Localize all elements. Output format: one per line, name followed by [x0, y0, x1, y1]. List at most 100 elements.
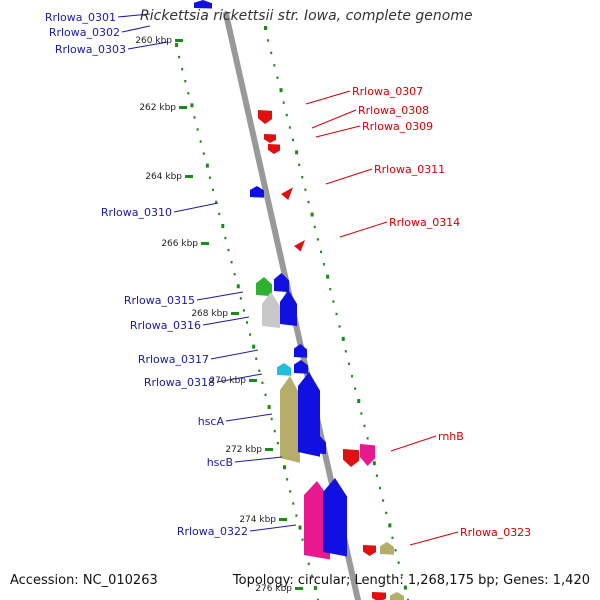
outer-ring-dots — [316, 238, 319, 241]
outer-ring-dots — [397, 561, 400, 564]
inner-ring-dots — [175, 43, 178, 47]
inner-ring-dots — [270, 417, 273, 421]
leader-line-rrlowa-0318 — [216, 373, 263, 383]
outer-ring-dots — [307, 200, 310, 204]
ruler-label-268: 268 kbp — [191, 309, 228, 319]
inner-ring-dots — [193, 116, 196, 119]
inner-ring-dots — [196, 128, 199, 131]
ruler-label-276: 276 kbp — [255, 584, 292, 594]
ruler-tick-274 — [279, 518, 287, 521]
gene-shape-rrlowa-0315b — [274, 273, 289, 293]
inner-ring-dots — [233, 273, 236, 276]
gene-label-rrlowa-0315: Rrlowa_0315 — [124, 294, 195, 307]
gene-shape-rnhb-partner — [360, 444, 375, 466]
inner-ring-dots — [236, 284, 240, 289]
outer-ring-dots — [279, 88, 283, 93]
leader-line-hscb — [234, 456, 283, 463]
outer-ring-dots — [270, 51, 273, 55]
outer-ring-dots — [344, 350, 347, 353]
gene-shape-rrlowa-0323 — [363, 545, 376, 556]
inner-ring-dots — [298, 525, 302, 530]
leader-line-rrlowa-0303 — [127, 41, 169, 50]
inner-ring-dots — [199, 140, 202, 143]
inner-ring-dots — [249, 333, 252, 336]
outer-ring-dots — [338, 325, 341, 328]
leader-line-rrlowa-0302 — [121, 25, 151, 33]
outer-ring-dots — [335, 312, 338, 316]
gene-label-rrlowa-0314: Rrlowa_0314 — [389, 216, 460, 229]
genome-title: Rickettsia rickettsii str. Iowa, complet… — [140, 8, 473, 24]
gene-label-rrlowa-0311: Rrlowa_0311 — [374, 163, 445, 176]
leader-line-rrlowa-0309 — [315, 125, 361, 138]
inner-ring-dots — [202, 152, 205, 155]
outer-ring-dots — [391, 536, 394, 540]
gene-shape-hsca — [280, 376, 300, 463]
gene-label-rnhb: rnhB — [438, 430, 464, 443]
gene-shape-rnhb — [343, 449, 359, 467]
inner-ring-dots — [286, 478, 289, 481]
outer-ring-dots — [351, 374, 354, 378]
gene-shape-rrlowa-0318b — [294, 360, 308, 374]
ruler-label-272: 272 kbp — [225, 445, 262, 455]
leader-line-rrlowa-0301 — [117, 13, 151, 18]
outer-ring-dots — [301, 176, 304, 179]
ruler-tick-272 — [265, 448, 273, 451]
outer-ring-dots — [276, 76, 279, 79]
inner-ring-dots — [255, 357, 258, 360]
ruler-tick-266 — [201, 242, 209, 245]
inner-ring-dots — [252, 344, 256, 349]
gene-shape-rrlowa-0308 — [264, 134, 276, 143]
inner-ring-dots — [261, 381, 264, 385]
leader-line-rnhb — [390, 435, 437, 452]
outer-ring-dots — [264, 26, 267, 30]
inner-ring-dots — [224, 236, 227, 240]
gene-shape-rrlowa-0316 — [262, 292, 280, 329]
ruler-tick-268 — [231, 312, 239, 315]
outer-ring-dots — [375, 474, 378, 477]
leader-line-rrlowa-0308 — [311, 109, 357, 129]
outer-ring-dots — [388, 523, 392, 528]
inner-ring-dots — [215, 200, 218, 204]
outer-ring-dots — [372, 461, 376, 466]
inner-ring-dots — [292, 502, 295, 505]
inner-ring-dots — [190, 103, 194, 108]
inner-ring-dots — [264, 393, 267, 397]
gene-label-rrlowa-0323: Rrlowa_0323 — [460, 526, 531, 539]
ruler-tick-270 — [249, 379, 257, 382]
inner-ring-dots — [205, 163, 209, 168]
ruler-tick-276 — [295, 587, 303, 590]
outer-ring-dots — [326, 274, 330, 279]
outer-ring-dots — [354, 387, 357, 390]
gene-label-rrlowa-0308: Rrlowa_0308 — [358, 104, 429, 117]
ruler-label-260: 260 kbp — [135, 36, 172, 46]
gene-shape-hscb — [312, 435, 326, 455]
outer-ring-dots — [310, 212, 314, 217]
gene-shape-bottom-reverse — [372, 592, 386, 600]
inner-ring-dots — [181, 67, 184, 71]
inner-ring-dots — [227, 248, 230, 252]
outer-ring-dots — [267, 39, 270, 42]
ruler-label-264: 264 kbp — [145, 172, 182, 182]
ruler-label-262: 262 kbp — [139, 103, 176, 113]
gene-shape-rrlowa-0323-partner — [380, 542, 394, 555]
outer-ring-dots — [341, 336, 345, 341]
gene-shape-bottom-olive — [390, 592, 404, 600]
outer-ring-dots — [400, 573, 403, 577]
inner-ring-dots — [307, 562, 310, 566]
outer-ring-dots — [291, 138, 294, 142]
gene-shape-rrlowa-0309 — [268, 144, 280, 154]
outer-ring-dots — [360, 412, 363, 415]
ruler-tick-262 — [179, 106, 187, 109]
genome-summary-text: Topology: circular; Length: 1,268,175 bp… — [232, 573, 590, 588]
leader-line-hsca — [225, 413, 273, 422]
gene-shape-rrlowa-0316b — [280, 290, 297, 327]
gene-label-rrlowa-0310: Rrlowa_0310 — [101, 206, 172, 219]
inner-ring-dots — [295, 514, 298, 517]
gene-label-rrlowa-0318: Rrlowa_0318 — [144, 376, 215, 389]
gene-shape-rrlowa-0311 — [281, 187, 293, 200]
outer-ring-dots — [323, 263, 326, 266]
leader-line-rrlowa-0307 — [305, 90, 351, 105]
ruler-label-266: 266 kbp — [161, 239, 198, 249]
gene-label-rrlowa-0302: Rrlowa_0302 — [49, 26, 120, 39]
